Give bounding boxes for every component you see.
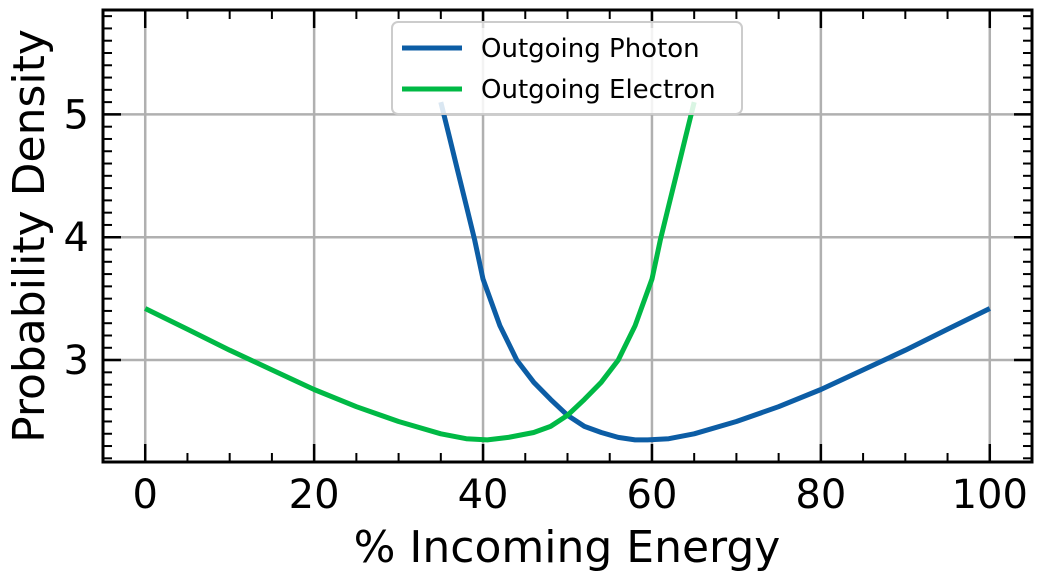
legend-box xyxy=(391,21,743,115)
series-line-outgoing-electron xyxy=(144,101,697,443)
series-line-outgoing-photon xyxy=(438,101,991,443)
legend-label-outgoing-photon: Outgoing Photon xyxy=(481,34,700,64)
x-tick-label: 40 xyxy=(458,472,509,518)
series-lines xyxy=(144,101,991,443)
legend: Outgoing Photon Outgoing Electron xyxy=(391,21,743,115)
ticks xyxy=(103,10,1033,462)
x-tick-label: 100 xyxy=(952,472,1028,518)
x-axis-label: % Incoming Energy xyxy=(354,522,781,573)
x-tick-label: 20 xyxy=(289,472,340,518)
y-tick-label: 3 xyxy=(64,338,89,384)
x-tick-label: 0 xyxy=(133,472,158,518)
y-tick-label: 4 xyxy=(64,215,89,261)
x-tick-label: 80 xyxy=(795,472,846,518)
x-tick-label: 60 xyxy=(627,472,678,518)
y-tick-label: 5 xyxy=(64,92,89,138)
y-axis-label: Probability Density xyxy=(4,29,55,443)
tick-labels: 0 20 40 60 80 100 3 4 5 xyxy=(64,92,1028,518)
legend-label-outgoing-electron: Outgoing Electron xyxy=(481,75,716,105)
